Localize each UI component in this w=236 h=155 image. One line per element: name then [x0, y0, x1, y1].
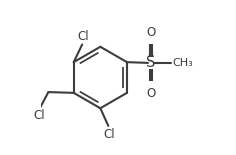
Text: Cl: Cl — [77, 30, 89, 43]
Text: CH₃: CH₃ — [172, 58, 193, 68]
Text: Cl: Cl — [103, 128, 115, 141]
Text: O: O — [146, 26, 155, 39]
Text: S: S — [146, 55, 156, 70]
Text: O: O — [146, 87, 155, 100]
Text: Cl: Cl — [33, 109, 45, 122]
